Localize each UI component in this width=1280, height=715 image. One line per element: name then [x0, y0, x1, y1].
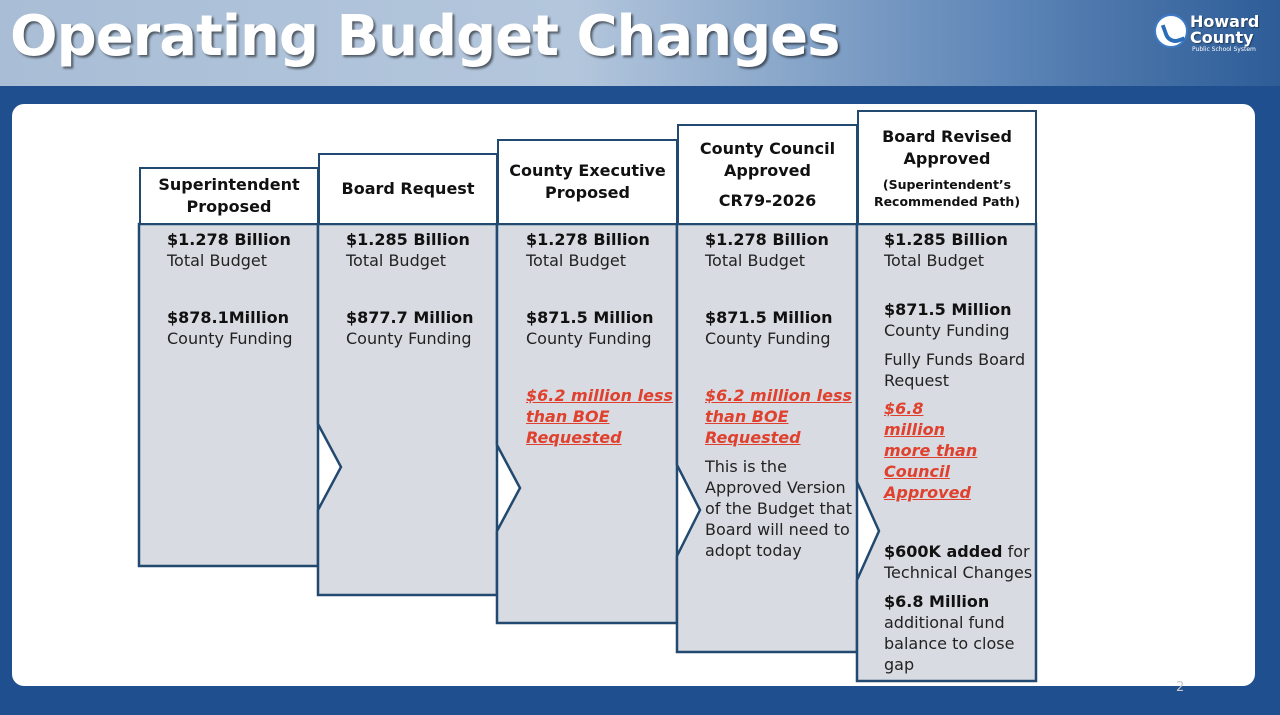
slide-title: Operating Budget Changes: [10, 4, 840, 69]
column-title: Superintendent Proposed: [158, 175, 300, 216]
title-bar: Operating Budget Changes Howard County P…: [0, 0, 1280, 86]
county-funding-label: County Funding: [526, 329, 652, 348]
column-subtitle: (Superintendent’s Recommended Path): [873, 176, 1021, 209]
page-number: 2: [1176, 680, 1185, 695]
column-content: $1.278 Billion Total Budget $871.5 Milli…: [526, 229, 674, 448]
column-title: Board Revised Approved: [882, 126, 1012, 168]
county-funding-label: County Funding: [705, 329, 831, 348]
total-budget-value: $1.278 Billion: [526, 230, 650, 249]
column-header: Board Revised Approved (Superintendent’s…: [857, 110, 1037, 225]
column-content: $1.285 Billion Total Budget $877.7 Milli…: [346, 229, 491, 349]
approval-note: This is the Approved Version of the Budg…: [705, 457, 852, 560]
county-funding-value: $877.7 Million: [346, 308, 474, 327]
column-header: Superintendent Proposed: [139, 167, 319, 225]
funding-note: Fully Funds Board Request: [884, 350, 1026, 390]
county-funding-value: $871.5 Million: [526, 308, 654, 327]
difference-note: $6.2 million less than BOE Requested: [526, 386, 673, 447]
logo-text-line1: Howard: [1190, 12, 1260, 31]
total-budget-label: Total Budget: [705, 251, 805, 270]
logo-text-line2: County: [1190, 28, 1254, 47]
total-budget-value: $1.278 Billion: [167, 230, 291, 249]
fund-balance-text: additional fund balance to close gap: [884, 613, 1015, 674]
column-content: $1.285 Billion Total Budget $871.5 Milli…: [884, 229, 1034, 675]
county-funding-label: County Funding: [346, 329, 472, 348]
resolution-code: CR79-2026: [718, 190, 817, 210]
district-logo: Howard County Public School System: [1154, 10, 1274, 53]
county-funding-value: $871.5 Million: [705, 308, 833, 327]
column-content: $1.278 Billion Total Budget $878.1Millio…: [167, 229, 312, 349]
county-funding-value: $871.5 Million: [884, 300, 1012, 319]
column-content: $1.278 Billion Total Budget $871.5 Milli…: [705, 229, 855, 561]
total-budget-value: $1.285 Billion: [884, 230, 1008, 249]
column-title: County Executive Proposed: [509, 161, 666, 202]
column-header: County Council Approved CR79-2026: [677, 124, 858, 225]
county-funding-label: County Funding: [167, 329, 293, 348]
county-funding-value: $878.1Million: [167, 308, 289, 327]
difference-note: $6.2 million less than BOE Requested: [705, 386, 852, 447]
logo-text-line3: Public School System: [1192, 46, 1256, 53]
total-budget-label: Total Budget: [346, 251, 446, 270]
total-budget-label: Total Budget: [167, 251, 267, 270]
column-title: Board Request: [341, 179, 475, 198]
total-budget-label: Total Budget: [526, 251, 626, 270]
total-budget-label: Total Budget: [884, 251, 984, 270]
total-budget-value: $1.285 Billion: [346, 230, 470, 249]
technical-changes-note: $600K added for Technical Changes: [884, 541, 1034, 583]
column-title: County Council Approved: [699, 138, 836, 180]
column-header: Board Request: [318, 153, 498, 225]
column-header: County Executive Proposed: [497, 139, 678, 225]
total-budget-value: $1.278 Billion: [705, 230, 829, 249]
difference-note: $6.8 million more than Council Approved: [884, 399, 978, 502]
fund-balance-amount: $6.8 Million: [884, 592, 990, 611]
technical-changes-text: for Technical Changes: [884, 542, 1033, 582]
logo-mark-icon: [1154, 14, 1188, 48]
technical-changes-amount: $600K added: [884, 542, 1003, 561]
county-funding-label: County Funding: [884, 321, 1010, 340]
